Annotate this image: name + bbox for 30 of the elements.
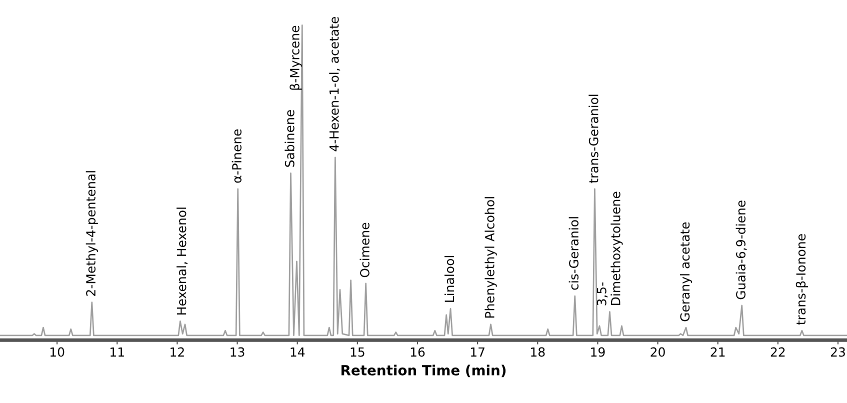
x-tick-label: 18: [531, 347, 545, 357]
annotation: Hexenal, Hexenol: [176, 208, 188, 314]
x-tick-label: 19: [591, 347, 605, 357]
x-axis-title: Retention Time (min): [342, 364, 506, 378]
annotation: 2-Methyl-4-pentenal: [86, 171, 98, 296]
annotation: cis-Geraniol: [568, 217, 579, 290]
annotation: trans-Geraniol: [588, 94, 598, 184]
x-tick-label: 12: [170, 347, 184, 357]
x-tick-label: 16: [410, 347, 425, 357]
x-tick-label: 11: [110, 347, 124, 357]
annotation: Ocimene: [360, 222, 370, 278]
annotation: α-Pinene: [232, 129, 242, 183]
x-tick-label: 10: [50, 347, 64, 357]
annotation: Sabinene: [284, 110, 294, 167]
x-tick-label: 21: [710, 347, 725, 357]
annotation: Geranyl acetate: [680, 222, 692, 322]
x-tick-label: 23: [830, 347, 845, 357]
x-tick-label: 15: [350, 347, 364, 357]
annotation: trans-β-Ionone: [796, 234, 808, 325]
annotation: Phenylethyl Alcohol: [484, 197, 497, 318]
annotation: 4-Hexen-1-ol, acetate: [329, 16, 340, 152]
annotation: Linalool: [444, 256, 454, 302]
annotation: β-Myrcene: [290, 26, 302, 90]
x-tick-label: 20: [650, 347, 665, 357]
annotation: 3,5- Dimethoxytoluene: [596, 192, 623, 306]
x-tick-label: 17: [470, 347, 484, 357]
x-tick-label: 13: [230, 347, 244, 357]
x-tick-label: 14: [290, 347, 305, 357]
x-tick-label: 22: [770, 347, 785, 357]
annotation: Guaia-6,9-diene: [736, 200, 747, 300]
